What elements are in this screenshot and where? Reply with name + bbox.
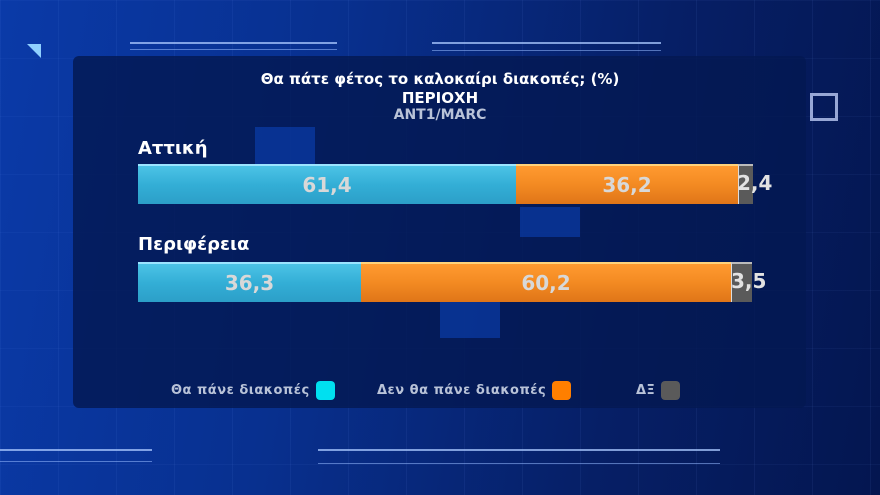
deco-line bbox=[432, 50, 661, 51]
bar-value: 61,4 bbox=[302, 173, 352, 197]
chart-panel bbox=[73, 56, 806, 408]
corner-triangle-icon bbox=[27, 44, 41, 58]
chart-subtitle: ΠΕΡΙΟΧΗ bbox=[401, 89, 479, 107]
legend-label: Δεν θα πάνε διακοπές bbox=[377, 383, 547, 398]
bar-attiki-dk bbox=[738, 164, 753, 204]
legend-item-yes: Θα πάνε διακοπές bbox=[171, 381, 335, 400]
bar-value: 36,2 bbox=[602, 173, 652, 197]
bg-block bbox=[440, 300, 500, 338]
bar-value-attiki-dk: 2,4 bbox=[737, 171, 773, 195]
bar-periferia-no: 60,2 bbox=[361, 262, 731, 302]
deco-line bbox=[318, 463, 720, 464]
chart-title: Θα πάτε φέτος το καλοκαίρι διακοπές; (%) bbox=[260, 70, 620, 88]
legend-swatch-icon bbox=[552, 381, 572, 400]
legend-label: Θα πάνε διακοπές bbox=[171, 383, 310, 398]
bar-value: 36,3 bbox=[224, 271, 275, 295]
chart-source: ANT1/MARC bbox=[393, 107, 487, 123]
row-label-periferia: Περιφέρεια bbox=[138, 234, 250, 255]
bar-value: 60,2 bbox=[521, 271, 571, 295]
legend-label: ΔΞ bbox=[636, 383, 656, 398]
deco-line bbox=[432, 42, 661, 44]
bg-block bbox=[520, 207, 580, 237]
deco-line bbox=[130, 42, 337, 44]
bar-value-periferia-dk: 3,5 bbox=[731, 269, 767, 293]
deco-line bbox=[130, 49, 337, 50]
bar-attiki-yes: 61,4 bbox=[138, 164, 516, 204]
deco-line bbox=[0, 449, 152, 451]
legend-swatch-icon bbox=[315, 381, 335, 400]
legend-item-dk: ΔΞ bbox=[636, 381, 681, 400]
deco-line bbox=[318, 449, 720, 451]
legend-swatch-icon bbox=[661, 381, 681, 400]
bar-periferia-dk bbox=[731, 262, 752, 302]
bg-block bbox=[255, 127, 315, 167]
bar-periferia-yes: 36,3 bbox=[138, 262, 361, 302]
bar-attiki-no: 36,2 bbox=[516, 164, 738, 204]
row-label-attiki: Αττική bbox=[138, 138, 208, 159]
deco-line bbox=[0, 461, 152, 462]
square-outline-icon bbox=[810, 93, 838, 121]
legend-item-no: Δεν θα πάνε διακοπές bbox=[377, 381, 572, 400]
